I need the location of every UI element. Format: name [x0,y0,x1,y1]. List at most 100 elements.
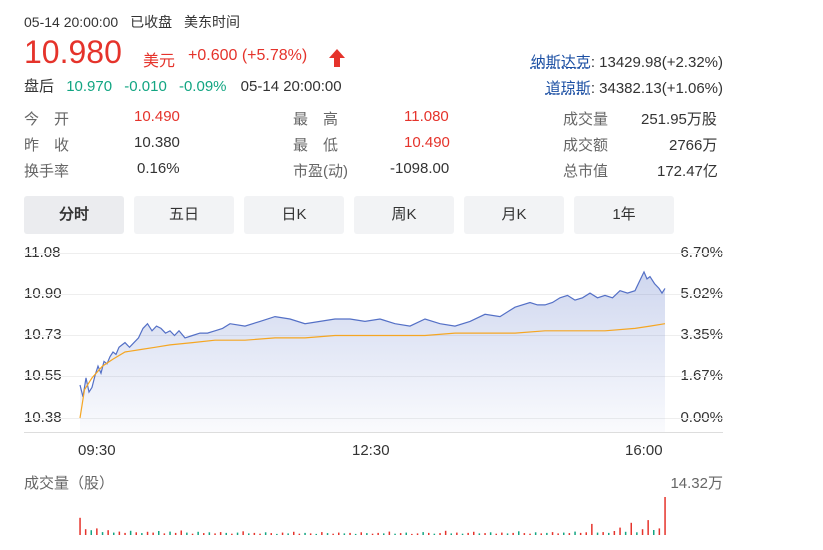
stat-label-prev-close: 昨 收 [24,137,70,154]
y-tick-right: 5.02% [680,285,723,302]
y-tick-left: 10.90 [24,285,62,302]
stat-label-market-cap: 总市值 [563,163,609,180]
volume-bar [456,532,458,535]
volume-bar [585,532,587,535]
volume-bar [248,533,250,535]
volume-bar [534,532,537,535]
volume-bar [596,532,599,535]
stat-label-turnover-amount: 成交额 [563,137,609,154]
volume-bar [399,533,402,535]
volume-bar [501,532,503,535]
volume-title: 成交量（股） [24,475,115,492]
stat-value-low: 10.490 [404,134,450,151]
x-tick: 09:30 [78,442,116,459]
volume-bar [439,533,441,535]
volume-bar [529,533,531,535]
volume-bar [135,532,137,535]
price-line [79,270,666,397]
volume-bar [473,531,475,535]
tab-5day[interactable]: 五日 [134,196,234,234]
after-hours-row: 盘后 10.970 -0.010 -0.09% 05-14 20:00:00 [24,75,342,96]
tab-1year[interactable]: 1年 [574,196,674,234]
volume-bar [579,532,582,535]
tab-daily-k[interactable]: 日K [244,196,344,234]
volume-bar [450,533,452,535]
volume-bar [523,533,526,535]
index-value: : 13429.98(+2.32%) [590,54,723,71]
volume-bar [236,532,239,535]
volume-bar [489,532,492,535]
y-tick-right: 3.35% [680,326,723,343]
index-value: : 34382.13(+1.06%) [590,80,723,97]
volume-bar [293,531,295,535]
volume-bar [242,531,244,535]
volume-max-label: 14.32万 [670,475,723,492]
index-name[interactable]: 道琼斯 [545,80,591,97]
stat-value-high: 11.080 [404,108,449,125]
tab-weekly-k[interactable]: 周K [354,196,454,234]
volume-bar [405,532,407,535]
volume-bar [411,533,413,535]
y-tick-right: 1.67% [680,367,723,384]
volume-bar [186,532,188,535]
volume-bar [602,532,604,535]
volume-bar [641,529,644,535]
volume-bar [366,533,368,535]
volume-bar [208,532,211,535]
volume-bar [180,530,182,535]
volume-bar [495,533,497,535]
tab-intraday[interactable]: 分时 [24,196,124,234]
volume-bar [84,529,87,535]
volume-bar [231,533,233,535]
volume-bar [169,531,171,535]
volume-bar [270,533,272,535]
volume-bar [540,533,542,535]
volume-bar [568,533,571,535]
volume-bar [506,533,509,535]
stat-value-turnover-amount: 2766万 [669,137,718,154]
volume-bar [467,532,469,535]
tab-monthly-k[interactable]: 月K [464,196,564,234]
volume-bar [563,532,565,535]
volume-bar [416,533,419,535]
volume-bar [203,533,205,535]
period-tabs: 分时 五日 日K 周K 月K 1年 [24,196,674,234]
stat-value-volume: 251.95万股 [641,111,717,128]
volume-bar [141,533,143,535]
volume-bar [551,532,554,535]
volume-bar [484,533,486,535]
volume-bar [444,530,447,535]
index-dow[interactable]: 道琼斯: 34382.13(+1.06%) [546,77,723,98]
volume-bar [129,530,132,535]
volume-bar [118,531,121,535]
volume-bar [309,533,312,535]
stat-value-pe: -1098.00 [390,160,450,177]
volume-bar [338,532,340,535]
volume-bar [557,533,559,535]
volume-bar [428,532,430,535]
volume-bar [636,532,638,535]
volume-bar [360,532,362,535]
y-tick-left: 10.73 [24,326,62,343]
volume-bar [653,530,655,535]
stat-label-pe: 市盈(动) [293,163,348,180]
price-change: +0.600 (+5.78%) [188,47,308,64]
stat-label-volume: 成交量 [563,111,609,128]
volume-bar [371,533,374,535]
volume-bar [287,533,289,535]
after-hours-time: 05-14 20:00:00 [240,78,342,95]
index-name[interactable]: 纳斯达克 [530,54,591,71]
stat-label-low: 最 低 [293,137,339,154]
current-price: 10.980 [24,34,122,70]
price-currency: 美元 [143,53,176,70]
volume-bar [315,533,317,535]
y-tick-left: 10.55 [24,367,62,384]
volume-bar [304,532,306,535]
index-nasdaq[interactable]: 纳斯达克: 13429.98(+2.32%) [531,51,723,72]
volume-bar [613,531,616,535]
volume-bar [343,533,346,535]
volume-bar [658,528,661,535]
after-hours-percent: -0.09% [178,78,227,95]
volume-bar [518,531,520,535]
